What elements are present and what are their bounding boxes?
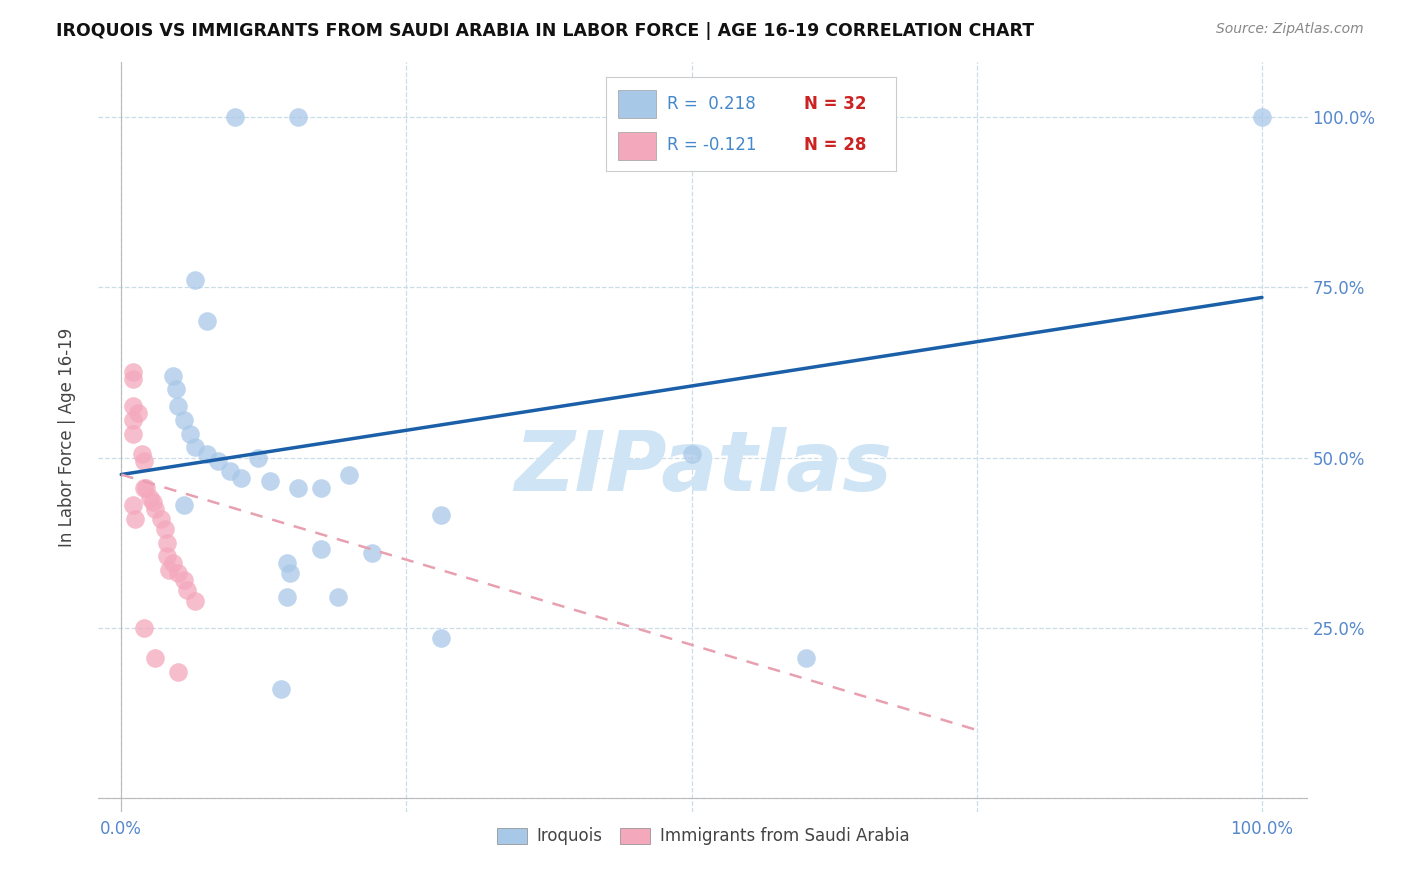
Point — [681, 447, 703, 461]
Point — [429, 631, 451, 645]
Point — [195, 314, 218, 328]
Point — [121, 498, 143, 512]
Point — [259, 475, 281, 489]
Point — [124, 512, 146, 526]
Point — [121, 413, 143, 427]
Point — [270, 682, 292, 697]
Point — [132, 481, 155, 495]
Point — [184, 273, 207, 287]
Point — [131, 447, 153, 461]
Point — [276, 556, 298, 570]
Point — [326, 590, 349, 604]
Point — [361, 546, 384, 560]
Point — [121, 372, 143, 386]
Point — [153, 522, 176, 536]
Text: IROQUOIS VS IMMIGRANTS FROM SAUDI ARABIA IN LABOR FORCE | AGE 16-19 CORRELATION : IROQUOIS VS IMMIGRANTS FROM SAUDI ARABIA… — [56, 22, 1035, 40]
Point — [278, 566, 301, 581]
Point — [162, 556, 184, 570]
Point — [167, 400, 190, 414]
Point — [165, 383, 187, 397]
Point — [184, 440, 207, 454]
Point — [184, 593, 207, 607]
Legend: Iroquois, Immigrants from Saudi Arabia: Iroquois, Immigrants from Saudi Arabia — [491, 821, 915, 852]
Text: Source: ZipAtlas.com: Source: ZipAtlas.com — [1216, 22, 1364, 37]
Point — [121, 400, 143, 414]
Point — [139, 491, 162, 506]
Point — [179, 426, 201, 441]
Point — [150, 512, 173, 526]
Point — [176, 583, 198, 598]
Point — [287, 110, 309, 124]
Point — [121, 365, 143, 379]
Point — [229, 471, 252, 485]
Point — [207, 454, 229, 468]
Point — [794, 651, 817, 665]
Point — [145, 651, 167, 665]
Point — [337, 467, 360, 482]
Point — [173, 413, 195, 427]
Point — [218, 464, 240, 478]
Y-axis label: In Labor Force | Age 16-19: In Labor Force | Age 16-19 — [58, 327, 76, 547]
Point — [173, 498, 195, 512]
Point — [162, 368, 184, 383]
Point — [309, 542, 332, 557]
Point — [127, 406, 149, 420]
Point — [121, 426, 143, 441]
Point — [276, 590, 298, 604]
Point — [135, 481, 157, 495]
Point — [195, 447, 218, 461]
Point — [142, 495, 165, 509]
Point — [173, 573, 195, 587]
Point — [429, 508, 451, 523]
Text: ZIPatlas: ZIPatlas — [515, 426, 891, 508]
Point — [156, 535, 179, 549]
Point — [167, 566, 190, 581]
Point — [309, 481, 332, 495]
Point — [1251, 110, 1274, 124]
Point — [132, 454, 155, 468]
Point — [247, 450, 270, 465]
Point — [145, 501, 167, 516]
Point — [132, 621, 155, 635]
Point — [156, 549, 179, 564]
Point — [157, 563, 180, 577]
Point — [224, 110, 246, 124]
Point — [167, 665, 190, 679]
Point — [287, 481, 309, 495]
